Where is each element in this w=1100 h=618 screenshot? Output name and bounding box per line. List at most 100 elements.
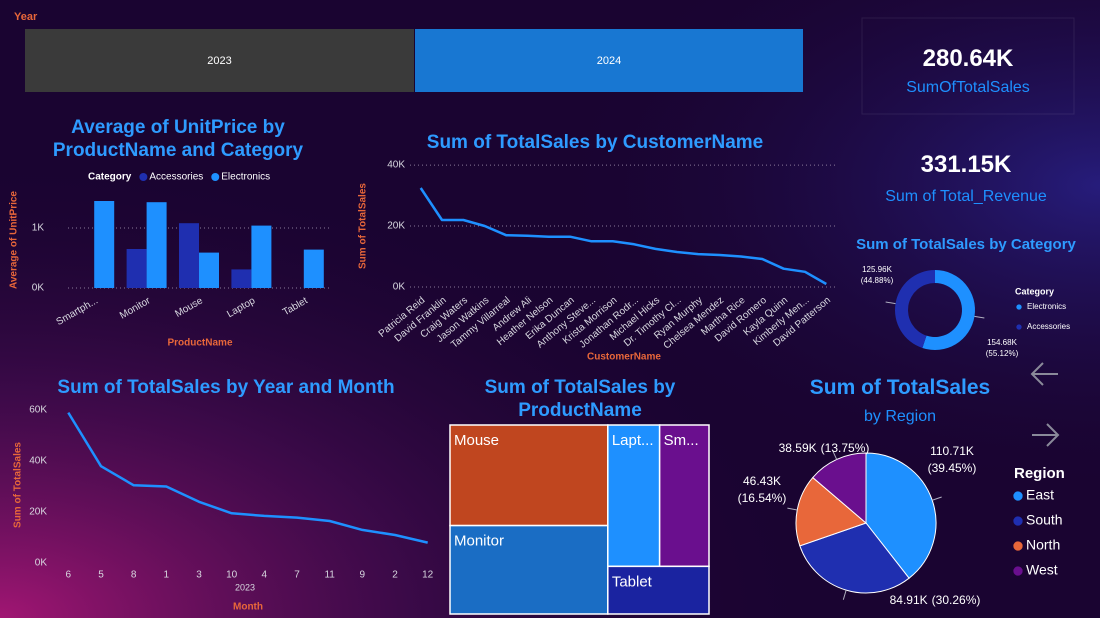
data-label-percent: (39.45%) xyxy=(928,461,977,475)
chart-title: Sum of TotalSales xyxy=(809,376,991,399)
slicer-option[interactable]: 2024 xyxy=(415,29,803,92)
legend-label: Accessories xyxy=(1027,322,1070,331)
treemap-label: Sm... xyxy=(664,432,699,449)
x-tick-label: 1 xyxy=(164,570,170,581)
legend-label: Electronics xyxy=(1027,302,1066,311)
card-value: 280.64K xyxy=(922,45,1014,72)
card-label: SumOfTotalSales xyxy=(906,79,1030,96)
y-tick-label: 20K xyxy=(29,507,47,518)
slice xyxy=(865,452,937,579)
card-label: Sum of Total_Revenue xyxy=(885,188,1047,205)
y-tick-label: 60K xyxy=(29,405,47,416)
y-axis-title: Average of UnitPrice xyxy=(9,191,20,289)
nav-arrow-right[interactable] xyxy=(1032,423,1060,447)
x-axis-title: ProductName xyxy=(167,338,232,349)
leader-line xyxy=(842,589,847,600)
legend-marker xyxy=(1013,566,1023,576)
slicer-option[interactable]: 2023 xyxy=(25,29,414,92)
data-label: 46.43K (16.54%) xyxy=(738,474,787,505)
data-label-value: 84.91K xyxy=(890,593,928,607)
legend-label: North xyxy=(1026,537,1060,553)
legend-title: Category xyxy=(1015,286,1054,296)
x-tick-label: 11 xyxy=(324,570,335,581)
data-label: 38.59K (13.75%) xyxy=(779,441,870,455)
data-label: 125.96K (44.88%) xyxy=(861,265,894,285)
bar xyxy=(94,201,115,288)
y-tick-label: 1K xyxy=(32,223,45,234)
bar xyxy=(199,252,219,288)
treemap-label: Mouse xyxy=(454,432,499,449)
y-tick-label: 40K xyxy=(387,160,405,171)
x-tick-label: 6 xyxy=(66,570,72,581)
arrow-icon[interactable] xyxy=(1030,362,1058,386)
bar xyxy=(231,269,252,288)
data-label-percent: (30.26%) xyxy=(932,593,981,607)
y-axis-title: Sum of TotalSales xyxy=(358,183,369,269)
data-label-percent: (44.88%) xyxy=(861,276,894,285)
slice xyxy=(812,452,867,525)
x-tick-label: 7 xyxy=(294,570,300,581)
x-axis-title: Month xyxy=(233,602,263,613)
y-tick-label: 0K xyxy=(32,283,45,294)
legend-title: Region xyxy=(1014,465,1065,482)
legend-marker xyxy=(1013,516,1023,526)
data-label-value: 110.71K xyxy=(930,444,974,458)
data-label-percent: (16.54%) xyxy=(738,491,787,505)
legend-label: East xyxy=(1026,487,1054,503)
treemap-label: Monitor xyxy=(454,533,504,550)
line xyxy=(419,187,827,286)
y-tick-label: 0K xyxy=(393,282,406,293)
bar xyxy=(146,202,167,288)
x-tick-label: 5 xyxy=(98,570,104,581)
legend-marker xyxy=(1013,541,1023,551)
legend-marker xyxy=(1016,324,1022,330)
x-tick-label: 9 xyxy=(360,570,366,581)
y-axis-title: Sum of TotalSales xyxy=(13,442,24,528)
data-label-percent: (13.75%) xyxy=(821,441,870,455)
y-tick-label: 20K xyxy=(387,221,405,232)
x-axis-title: CustomerName xyxy=(587,352,661,363)
bar xyxy=(303,249,324,288)
chart-title: Sum of TotalSales by Category xyxy=(856,236,1076,253)
leader-line xyxy=(787,507,798,511)
legend-marker xyxy=(1016,304,1022,310)
card-value: 331.15K xyxy=(920,151,1012,178)
chart-subtitle: by Region xyxy=(863,408,937,425)
x-tick-label: 8 xyxy=(131,570,137,581)
data-label-value: 154.68K xyxy=(987,338,1017,347)
data-label-value: 46.43K xyxy=(743,474,781,488)
leader-line xyxy=(885,301,896,305)
nav-arrow-left[interactable] xyxy=(1030,362,1058,386)
treemap-tile xyxy=(449,524,609,615)
slice xyxy=(795,476,867,547)
legend-label: South xyxy=(1026,512,1063,528)
treemap-tile xyxy=(449,424,609,527)
data-label-value: 125.96K xyxy=(862,265,892,274)
y-tick-label: 0K xyxy=(35,558,48,569)
arrow-icon[interactable] xyxy=(1032,423,1060,447)
legend-label: West xyxy=(1026,562,1058,578)
chart-title: Average of UnitPrice by ProductName and … xyxy=(52,117,304,161)
treemap-tile xyxy=(607,565,710,615)
chart-title: Sum of TotalSales by Year and Month xyxy=(57,377,395,398)
data-label: 154.68K (55.12%) xyxy=(986,338,1019,358)
y-tick-label: 40K xyxy=(29,456,47,467)
bar xyxy=(126,249,147,288)
treemap-label: Lapt... xyxy=(612,432,654,449)
x-tick-label: 4 xyxy=(262,570,268,581)
treemap-label: Tablet xyxy=(612,573,653,590)
x-tick-label: 2 xyxy=(392,570,398,581)
chart-title: Sum of TotalSales by CustomerName xyxy=(426,132,764,153)
card-border xyxy=(861,17,1075,115)
treemap-tile xyxy=(658,424,710,568)
legend-marker xyxy=(1013,491,1023,501)
line xyxy=(67,411,428,544)
data-label-value: 38.59K xyxy=(779,441,817,455)
x-tick-label: 12 xyxy=(422,570,434,581)
legend-marker xyxy=(211,173,220,181)
legend-label: Accessories xyxy=(149,172,203,183)
x-tick-label: 10 xyxy=(226,570,238,581)
bar xyxy=(251,225,272,288)
